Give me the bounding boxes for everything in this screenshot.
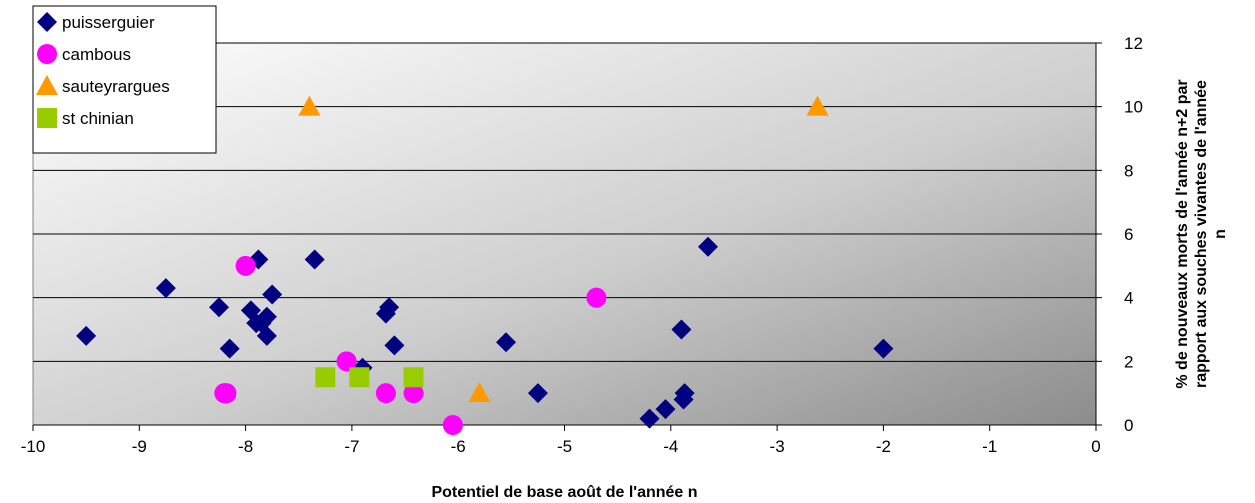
y-axis-ticks: 0 2 4 6 8 10 12 — [1096, 34, 1143, 435]
legend-marker-st-chinian — [37, 108, 57, 128]
y-tick-label: 0 — [1124, 416, 1133, 435]
x-tick-label: -2 — [876, 437, 891, 456]
sauteyrargues-point — [298, 95, 321, 116]
y-axis-title: % de nouveaux morts de l'année n+2 par r… — [1174, 79, 1229, 388]
x-axis-ticks: -10 -9 -8 -7 -6 -5 -4 -3 -2 -1 0 — [21, 425, 1101, 456]
puisserguier-point — [256, 306, 277, 327]
legend-marker-sauteyrargues — [36, 75, 58, 95]
sauteyrargues-point — [468, 382, 491, 403]
puisserguier-point — [219, 338, 240, 359]
x-tick-label: -3 — [770, 437, 785, 456]
puisserguier-point — [155, 278, 176, 299]
y-tick-label: 4 — [1124, 289, 1133, 308]
series-puisserguier — [76, 236, 894, 429]
legend-label: puisserguier — [62, 13, 155, 32]
y-axis-title-line: n — [1212, 229, 1229, 239]
st-chinian-point — [403, 367, 424, 388]
puisserguier-point — [384, 335, 405, 356]
x-tick-label: -5 — [557, 437, 572, 456]
cambous-point — [403, 383, 424, 404]
st-chinian-point — [315, 367, 336, 388]
puisserguier-point — [379, 297, 400, 318]
series-sauteyrargues — [298, 95, 829, 403]
y-tick-label: 2 — [1124, 352, 1133, 371]
cambous-point — [442, 415, 463, 435]
x-tick-label: 0 — [1091, 437, 1100, 456]
puisserguier-point — [76, 325, 97, 346]
x-tick-label: -4 — [663, 437, 678, 456]
legend-marker-cambous — [37, 44, 57, 64]
x-tick-label: -7 — [344, 437, 359, 456]
sauteyrargues-point — [806, 95, 829, 116]
puisserguier-point — [671, 319, 692, 340]
y-axis-title-line: rapport aux souches vivantes de l'année — [1193, 80, 1210, 388]
x-tick-label: -9 — [132, 437, 147, 456]
cambous-point — [216, 383, 237, 404]
x-tick-label: -8 — [238, 437, 253, 456]
y-tick-label: 6 — [1124, 225, 1133, 244]
puisserguier-point — [698, 236, 719, 257]
cambous-point — [235, 255, 256, 276]
st-chinian-point — [349, 367, 370, 388]
x-tick-label: -1 — [982, 437, 997, 456]
data-points — [76, 95, 894, 435]
puisserguier-point — [639, 408, 660, 429]
y-tick-label: 10 — [1124, 98, 1143, 117]
puisserguier-point — [674, 383, 695, 404]
puisserguier-point — [262, 284, 283, 305]
y-tick-label: 8 — [1124, 161, 1133, 180]
legend-marker-puisserguier — [37, 12, 57, 32]
series-cambous — [214, 255, 607, 435]
puisserguier-point — [240, 300, 261, 321]
x-tick-label: -10 — [21, 437, 46, 456]
puisserguier-point — [209, 297, 230, 318]
y-axis-title-line: % de nouveaux morts de l'année n+2 par — [1174, 79, 1191, 388]
cambous-point — [586, 287, 607, 308]
x-tick-label: -6 — [451, 437, 466, 456]
puisserguier-point — [256, 325, 277, 346]
cambous-point — [375, 383, 396, 404]
legend-label: st chinian — [62, 109, 134, 128]
puisserguier-point — [527, 383, 548, 404]
puisserguier-point — [496, 332, 517, 353]
y-tick-label: 12 — [1124, 34, 1143, 53]
cambous-point — [336, 351, 357, 372]
legend: puisserguier cambous sauteyrargues st chini… — [32, 5, 217, 154]
legend-box — [32, 5, 217, 154]
x-axis-title: Potentiel de base août de l'année n — [431, 484, 697, 501]
series-st-chinian — [315, 367, 424, 388]
legend-label: sauteyrargues — [62, 77, 170, 96]
legend-label: cambous — [62, 45, 131, 64]
puisserguier-point — [304, 249, 325, 270]
puisserguier-point — [873, 338, 894, 359]
puisserguier-point — [655, 399, 676, 420]
